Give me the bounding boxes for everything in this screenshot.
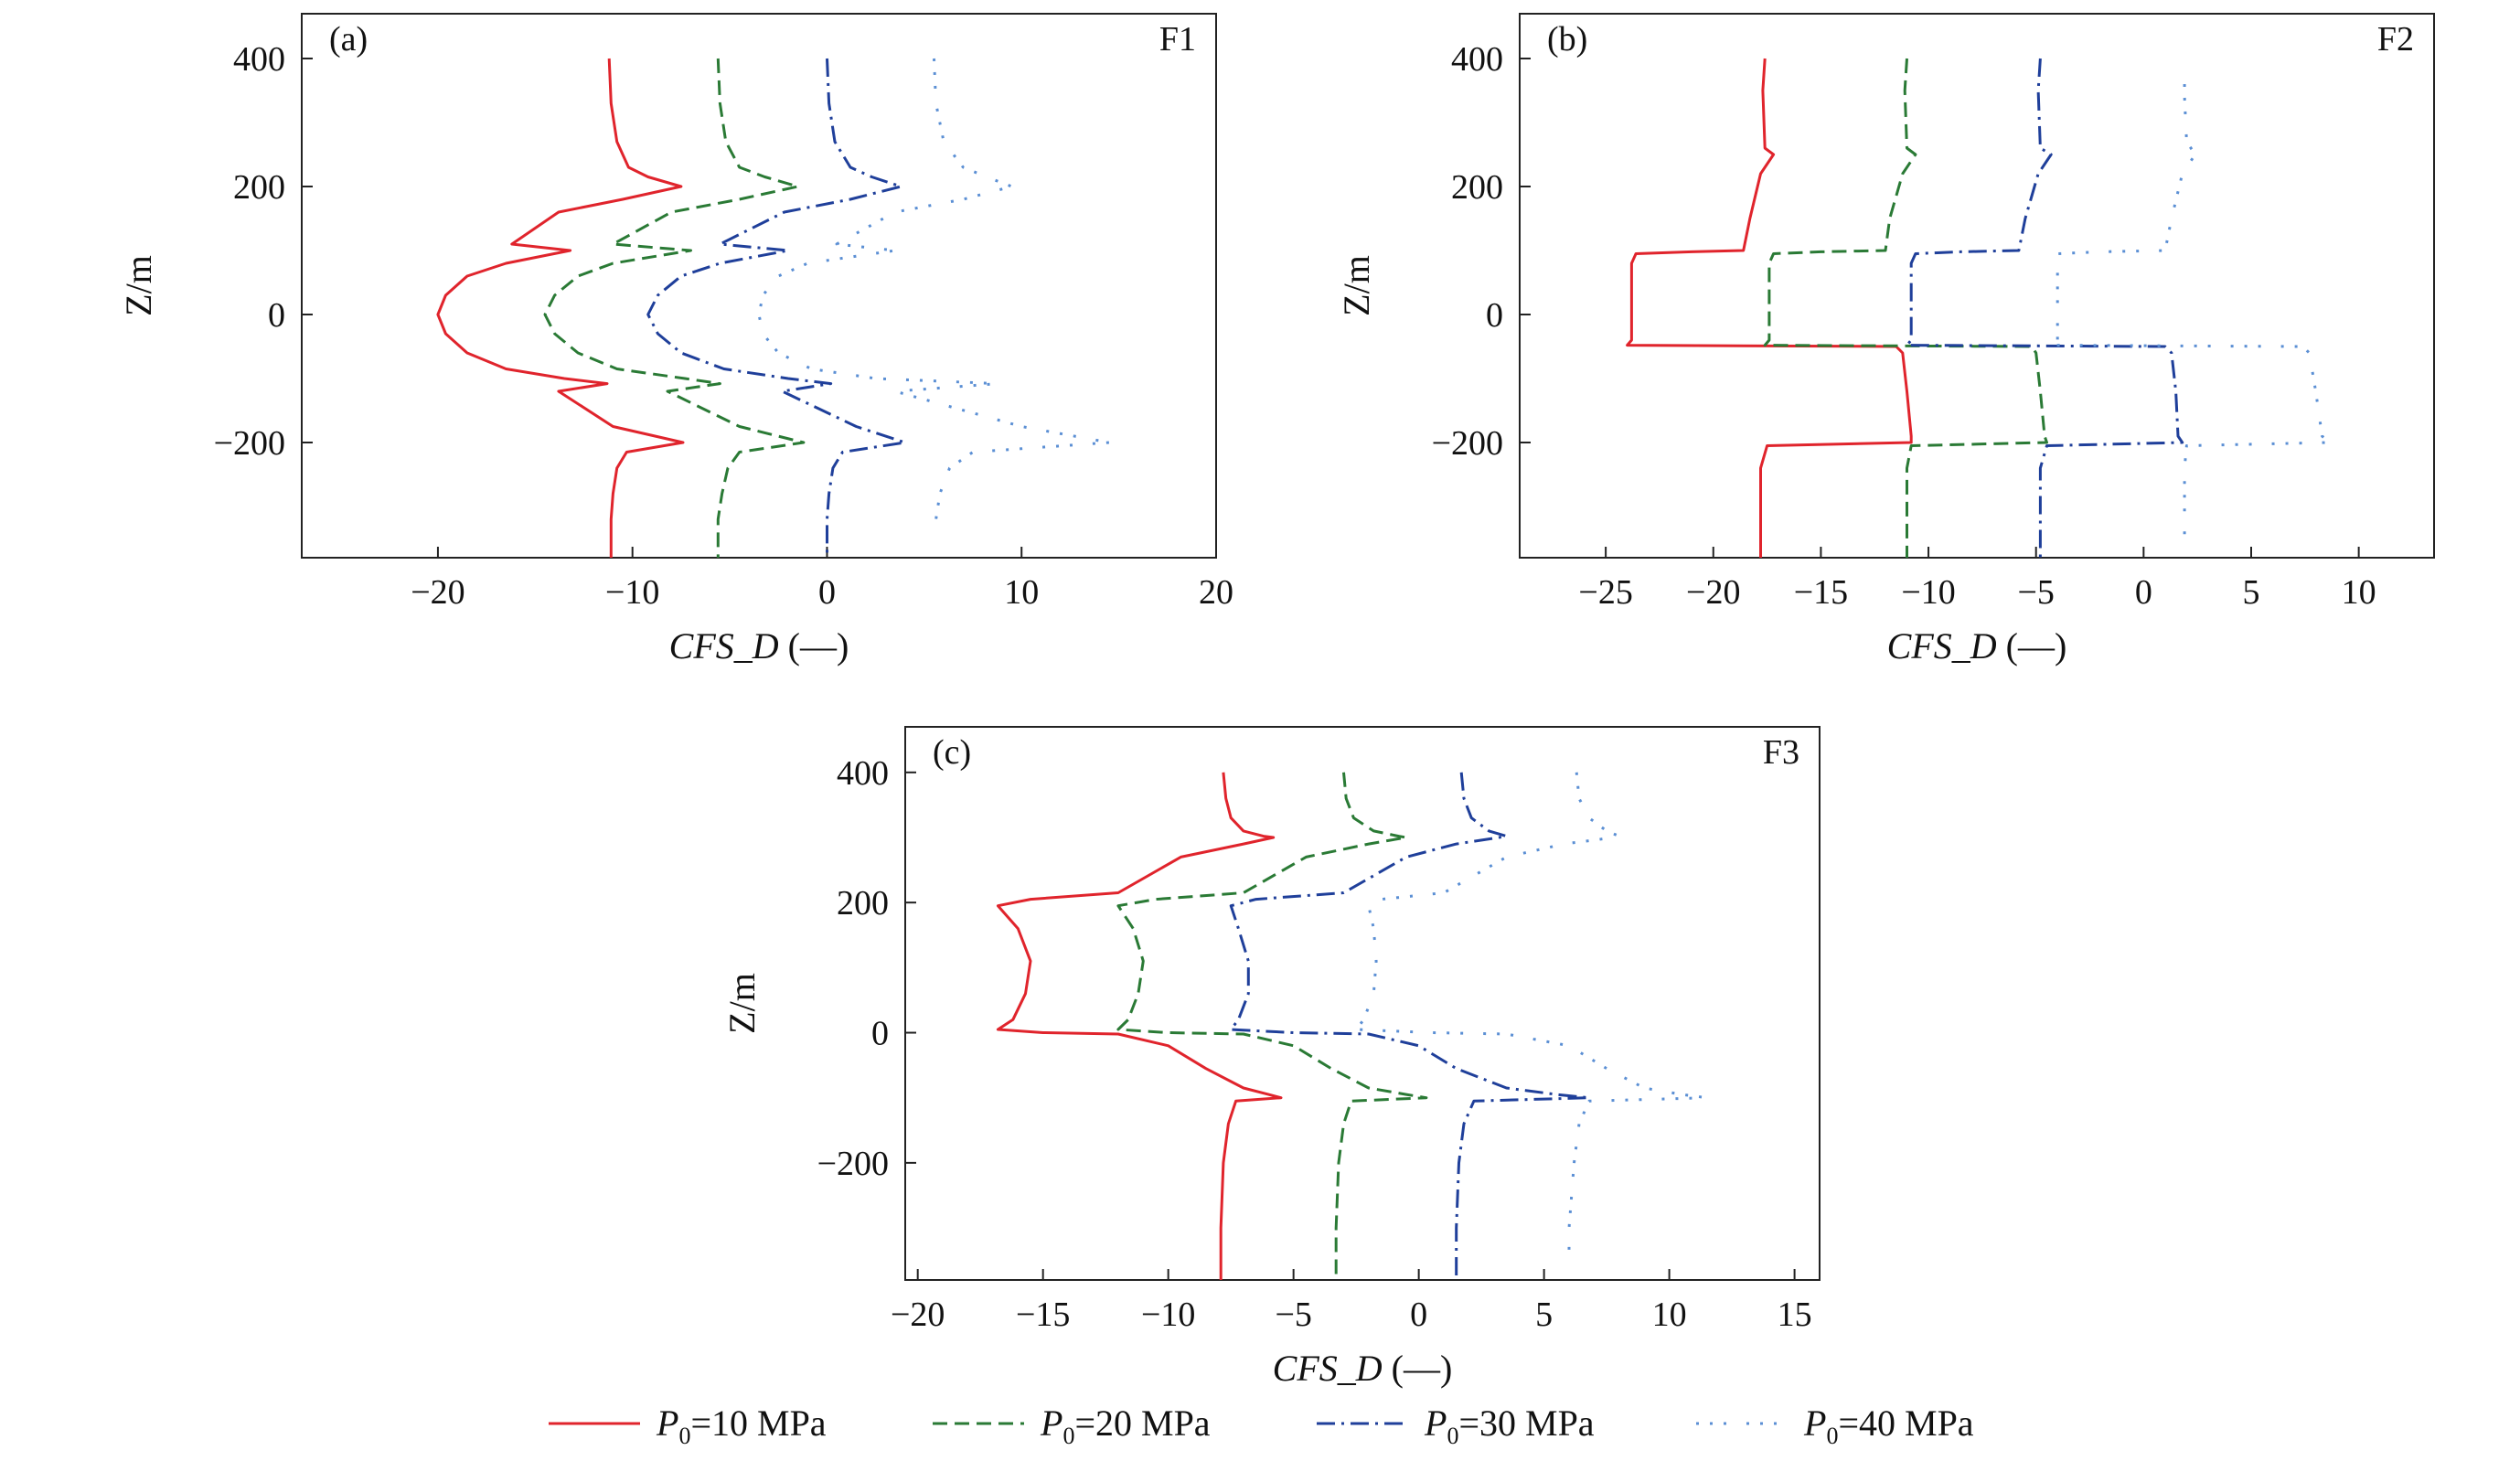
y-axis-label: Z/m xyxy=(118,255,159,316)
x-tick-label: 15 xyxy=(1778,1296,1812,1334)
x-tick-label: 0 xyxy=(818,573,836,612)
legend: P0=10 MPa P0=20 MPa P0=30 MPa P0=40 MPa xyxy=(549,1402,1974,1449)
chart-panel-1: −20 −10 0 10 20 400 200 0 −200 CFS_D (—) Z/m (a) F1 xyxy=(118,13,1233,667)
x-axis-label: CFS_D (—) xyxy=(1887,625,2067,667)
x-tick-label: −5 xyxy=(2017,573,2054,612)
x-tick-label: 10 xyxy=(1004,573,1039,612)
x-tick-label: −20 xyxy=(891,1296,945,1334)
y-tick-label: 400 xyxy=(837,754,889,793)
y-tick-label: 0 xyxy=(871,1015,889,1053)
series-line-p0-10 xyxy=(1626,58,1913,558)
y-tick-label: 200 xyxy=(837,884,889,922)
series-line-p0-10 xyxy=(996,772,1283,1280)
legend-label: P0=20 MPa xyxy=(1040,1402,1211,1449)
series-line-p0-30 xyxy=(1229,772,1591,1280)
series-line-p0-40 xyxy=(1354,772,1709,1254)
x-axis-label: CFS_D (—) xyxy=(669,625,849,667)
y-tick-label: −200 xyxy=(817,1145,889,1183)
series-line-p0-10 xyxy=(436,58,685,558)
series-line-p0-20 xyxy=(1763,58,2048,558)
x-tick-label: 5 xyxy=(2243,573,2260,612)
panel-tag: (c) xyxy=(933,733,971,772)
panel-tag: (b) xyxy=(1547,20,1587,59)
x-tick-label: −15 xyxy=(1016,1296,1070,1334)
x-tick-label: 10 xyxy=(1652,1296,1687,1334)
series-line-p0-20 xyxy=(1116,772,1428,1280)
fault-label: F1 xyxy=(1159,20,1196,59)
series-line-p0-30 xyxy=(646,58,907,558)
x-tick-label: −10 xyxy=(1141,1296,1195,1334)
fault-label: F3 xyxy=(1763,733,1799,772)
legend-item: P0=10 MPa xyxy=(549,1402,827,1449)
x-tick-label: −20 xyxy=(411,573,464,612)
y-tick-label: 0 xyxy=(268,296,285,335)
y-axis-label: Z/m xyxy=(1336,255,1377,316)
chart-panel-2: −25 −20 −15 −10 −5 0 5 10 400 200 0 −200 CFS_D (—) Z/… xyxy=(1336,13,2435,667)
chart-panel-3: −20 −15 −10 −5 0 5 10 15 400 200 0 −200 CFS_D (—) Z/m… xyxy=(721,726,1821,1389)
series-line-p0-40 xyxy=(757,58,1111,539)
x-tick-label: −10 xyxy=(1901,573,1955,612)
y-tick-label: 0 xyxy=(1486,296,1503,335)
x-tick-label: 0 xyxy=(1410,1296,1427,1334)
x-axis-label: CFS_D (—) xyxy=(1273,1348,1453,1389)
y-tick-label: 200 xyxy=(1451,168,1503,207)
series-line-p0-20 xyxy=(543,58,806,558)
plot-frame xyxy=(301,13,1217,559)
legend-label: P0=30 MPa xyxy=(1424,1402,1595,1449)
series-line-p0-40 xyxy=(2052,84,2331,539)
x-tick-label: 20 xyxy=(1199,573,1233,612)
y-tick-label: −200 xyxy=(1432,424,1503,463)
legend-item: P0=40 MPa xyxy=(1696,1402,1974,1449)
x-tick-label: −25 xyxy=(1578,573,1632,612)
x-tick-label: −5 xyxy=(1275,1296,1311,1334)
y-tick-label: 200 xyxy=(233,168,285,207)
x-tick-label: 0 xyxy=(2135,573,2152,612)
y-tick-label: 400 xyxy=(233,40,285,79)
legend-item: P0=30 MPa xyxy=(1317,1402,1595,1449)
y-tick-label: −200 xyxy=(214,424,285,463)
y-axis-label: Z/m xyxy=(721,973,763,1034)
series-line-p0-30 xyxy=(1906,58,2184,558)
x-tick-label: −20 xyxy=(1686,573,1740,612)
panel-tag: (a) xyxy=(329,20,368,59)
x-tick-label: 10 xyxy=(2342,573,2376,612)
x-tick-label: −15 xyxy=(1794,573,1848,612)
plot-frame xyxy=(904,726,1821,1281)
legend-label: P0=10 MPa xyxy=(656,1402,827,1449)
x-tick-label: −10 xyxy=(605,573,659,612)
legend-item: P0=20 MPa xyxy=(933,1402,1211,1449)
x-tick-label: 5 xyxy=(1535,1296,1553,1334)
legend-label: P0=40 MPa xyxy=(1803,1402,1974,1449)
fault-label: F2 xyxy=(2377,20,2414,59)
plot-frame xyxy=(1519,13,2435,559)
y-tick-label: 400 xyxy=(1451,40,1503,79)
